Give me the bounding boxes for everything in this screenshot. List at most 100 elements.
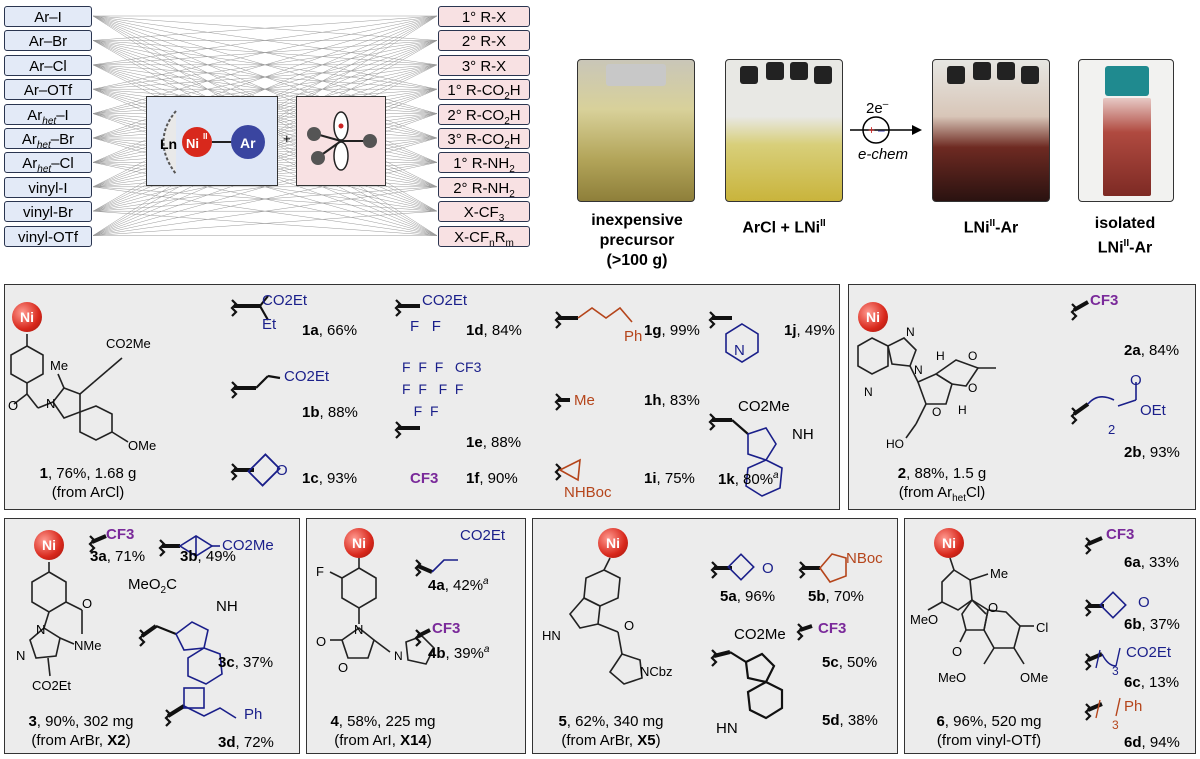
label-meo: MeO [938, 670, 966, 685]
left-substrate-box: Arhet–I [4, 103, 92, 127]
label-n: N [394, 649, 403, 663]
label-f: F [316, 564, 324, 579]
ni-badge: Ni [858, 302, 888, 332]
structure-6: Me O MeO O Cl MeO OMe [910, 557, 1048, 685]
structure-3: O N N NMe CO2Et [16, 562, 101, 693]
svg-text:–: – [878, 123, 885, 137]
label-1a-co2et: CO2Et [262, 292, 308, 309]
product-6a: 6a, 33% [1124, 554, 1180, 571]
left-substrate-box: Ar–Cl [4, 54, 92, 76]
label-o: O [932, 405, 941, 419]
label-4b-cf3: CF3 [432, 620, 461, 637]
label-o: O [952, 644, 962, 659]
caption-4: 4, 58%, 225 mg (from ArI, X14) [330, 713, 436, 749]
caption-3: 3, 90%, 302 mg (from ArBr, X2) [28, 713, 134, 749]
scheme-connector [92, 15, 438, 66]
label-6b-o: O [1138, 594, 1150, 611]
caption-1: 1, 76%, 1.68 g (from ArCl) [39, 465, 137, 501]
product-1k: 1k, 80%a [718, 470, 779, 488]
ni-complex-drawing: Ln Ni II Ar [160, 110, 265, 175]
product-5d: 5d, 38% [822, 712, 878, 729]
label-1j-n: N [734, 342, 745, 359]
ni-badge: Ni [598, 528, 628, 558]
photo-precursor [577, 59, 695, 202]
label-o: O [968, 381, 977, 395]
product-1e: 1e, 88% [466, 434, 522, 451]
ni-badge: Ni [12, 302, 42, 332]
label-n: N [46, 396, 55, 411]
label-o: O [968, 349, 977, 363]
label-1i-nhboc: NHBoc [564, 484, 612, 501]
label-3d-ph: Ph [244, 706, 263, 723]
label-nme: NMe [74, 638, 101, 653]
label-1a-et: Et [262, 316, 277, 333]
label-o: O [8, 398, 18, 413]
label-3c-meo2c: MeO2C [128, 576, 177, 596]
structure-4: F N O O N [316, 558, 435, 675]
caption-2: 2, 88%, 1.5 g (from ArhetCl) [897, 465, 987, 504]
substituent-bonds-p3 [88, 534, 237, 727]
label-n: N [354, 622, 363, 637]
ni-badge: Ni [344, 528, 374, 558]
left-substrate-box: vinyl-I [4, 176, 92, 198]
panel-4 [306, 518, 526, 754]
right-partner-box: 3° R-CO2H [438, 128, 530, 151]
product-3b: 3b, 49% [180, 548, 236, 565]
label-ncbz: NCbz [640, 664, 673, 679]
left-substrate-box: Ar–Br [4, 30, 92, 52]
label-o: O [82, 596, 92, 611]
ligand-label: Ln [160, 136, 177, 152]
substituent-bonds-p2 [1070, 300, 1137, 425]
label-5b-nboc: NBoc [846, 550, 883, 567]
label-1g-ph: Ph [624, 328, 643, 345]
right-partner-box: 2° R-X [438, 30, 530, 52]
left-substrate-box: Arhet–Br [4, 128, 92, 151]
product-4b: 4b, 39%a [428, 644, 490, 662]
ni-label: Ni [186, 136, 199, 151]
product-3c: 3c, 37% [218, 654, 274, 671]
echem-electrons: 2e– [866, 99, 889, 117]
label-h: H [936, 349, 945, 363]
product-1g: 1g, 99% [644, 322, 700, 339]
label-2b-o: O [1130, 372, 1142, 389]
label-n: N [36, 622, 45, 637]
panel-5 [532, 518, 898, 754]
photo-isolated [1078, 59, 1174, 202]
product-2a: 2a, 84% [1124, 342, 1180, 359]
substituent-bonds-p1 [230, 295, 783, 497]
panel-2 [848, 284, 1196, 510]
label-me: Me [990, 566, 1008, 581]
label-co2me: CO2Me [106, 336, 151, 351]
label-ho: HO [886, 437, 904, 451]
label-co2et: CO2Et [32, 678, 71, 693]
left-substrate-box: Ar–OTf [4, 79, 92, 101]
label-2b-oet: OEt [1140, 402, 1166, 419]
label-1d-co2et: CO2Et [422, 292, 468, 309]
label-n: N [906, 325, 915, 339]
label-o: O [338, 660, 348, 675]
label-n: N [914, 363, 923, 377]
product-1d: 1d, 84% [466, 322, 522, 339]
right-partner-box: 1° R-X [438, 6, 530, 27]
product-6d: 6d, 94% [1124, 734, 1180, 751]
product-2b: 2b, 93% [1124, 444, 1180, 461]
label-3c-nh: NH [216, 598, 238, 615]
product-5b: 5b, 70% [808, 588, 864, 605]
label-4a-co2et: CO2Et [460, 527, 506, 544]
echem-arrow: + – [850, 116, 922, 144]
label-hn: HN [542, 628, 561, 643]
label-n: N [864, 385, 873, 399]
caption-lni-ar: LNiII-Ar [963, 218, 1019, 237]
label-6d-ph: Ph [1124, 698, 1143, 715]
structure-5: HN O NCbz [542, 557, 673, 685]
right-partner-box: X-CF3 [438, 201, 530, 224]
label-5c-cf3: CF3 [818, 620, 847, 637]
structure-2: N N N H O O O H HO [857, 325, 996, 451]
product-5a: 5a, 96% [720, 588, 776, 605]
product-6c: 6c, 13% [1124, 674, 1180, 691]
left-substrate-box: vinyl-OTf [4, 225, 92, 247]
scheme-connector [92, 15, 438, 90]
photo-arcl-lni [725, 59, 843, 202]
substituent-bonds-p6 [1084, 536, 1127, 721]
structure-1: O N Me CO2Me OMe [8, 334, 156, 453]
